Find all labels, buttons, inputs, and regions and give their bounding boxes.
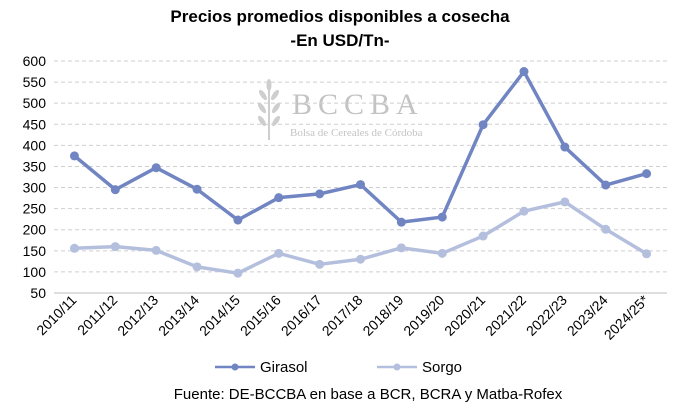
y-tick-label: 300 (23, 180, 47, 196)
data-point-sorgo (110, 242, 120, 252)
y-tick-label: 250 (23, 201, 47, 217)
data-point-girasol (274, 193, 284, 203)
x-tick-label: 2021/22 (482, 292, 529, 339)
x-tick-label: 2012/13 (114, 292, 161, 339)
y-tick-label: 200 (23, 222, 47, 238)
x-tick-label: 2013/14 (155, 292, 202, 339)
data-point-sorgo (560, 197, 570, 207)
y-axis-ticks: 50 100 150 200 250 300 350 400 450 500 550 600 (23, 53, 47, 301)
data-point-sorgo (437, 248, 447, 258)
data-point-girasol (396, 217, 406, 227)
data-point-girasol (437, 212, 447, 222)
x-tick-label: 2017/18 (319, 292, 366, 339)
legend-label-sorgo: Sorgo (422, 359, 462, 376)
data-point-girasol (192, 184, 202, 194)
x-tick-label: 2016/17 (278, 292, 325, 339)
legend-marker-girasol (231, 363, 239, 371)
x-tick-label: 2024/25* (601, 291, 652, 342)
watermark-subtitle: Bolsa de Cereales de Córdoba (290, 127, 423, 139)
chart-subtitle: -En USD/Tn- (290, 31, 389, 50)
x-axis-ticks: 2010/112011/122012/132013/142014/152015/… (33, 291, 652, 342)
data-point-sorgo (601, 224, 611, 234)
x-tick-label: 2014/15 (196, 292, 243, 339)
y-tick-label: 500 (23, 95, 47, 111)
data-point-sorgo (315, 259, 325, 269)
legend-item-girasol: Girasol (215, 359, 308, 376)
legend-item-sorgo: Sorgo (377, 359, 462, 376)
data-point-sorgo (151, 245, 161, 255)
watermark: BCCBA Bolsa de Cereales de Córdoba (257, 79, 424, 140)
data-point-girasol (478, 120, 488, 130)
wheat-icon (257, 79, 281, 140)
x-tick-label: 2019/20 (400, 292, 447, 339)
series-layer (69, 67, 652, 278)
data-point-girasol (151, 163, 161, 173)
y-tick-label: 350 (23, 158, 47, 174)
x-tick-label: 2022/23 (523, 292, 570, 339)
data-point-girasol (601, 180, 611, 190)
data-point-girasol (560, 142, 570, 152)
data-point-girasol (110, 185, 120, 195)
data-point-sorgo (642, 249, 652, 259)
source-note: Fuente: DE-BCCBA en base a BCR, BCRA y M… (174, 386, 563, 403)
data-point-sorgo (274, 248, 284, 258)
data-point-sorgo (233, 268, 243, 278)
y-tick-label: 50 (30, 285, 46, 301)
legend-marker-sorgo (393, 363, 401, 371)
x-tick-label: 2015/16 (237, 292, 284, 339)
watermark-name: BCCBA (292, 88, 424, 121)
data-point-girasol (315, 189, 325, 199)
data-point-sorgo (396, 243, 406, 253)
data-point-sorgo (356, 254, 365, 264)
legend-label-girasol: Girasol (260, 359, 308, 376)
chart-title: Precios promedios disponibles a cosecha (170, 7, 510, 26)
data-point-girasol (356, 180, 365, 190)
data-point-sorgo (69, 243, 79, 253)
x-tick-label: 2011/12 (74, 292, 121, 339)
y-tick-label: 100 (23, 264, 47, 280)
x-tick-label: 2018/19 (359, 292, 406, 339)
y-tick-label: 600 (23, 53, 47, 69)
y-tick-label: 450 (23, 116, 47, 132)
data-point-girasol (69, 151, 79, 161)
data-point-sorgo (519, 206, 529, 216)
gridlines (54, 60, 667, 294)
data-point-sorgo (478, 231, 488, 241)
y-tick-label: 400 (23, 137, 47, 153)
data-point-girasol (642, 169, 652, 179)
legend: Girasol Sorgo (215, 359, 462, 376)
data-point-sorgo (192, 262, 202, 272)
x-tick-label: 2020/21 (441, 292, 488, 339)
y-tick-label: 150 (23, 243, 47, 259)
y-tick-label: 550 (23, 74, 47, 90)
data-point-girasol (233, 215, 243, 225)
data-point-girasol (519, 67, 529, 77)
